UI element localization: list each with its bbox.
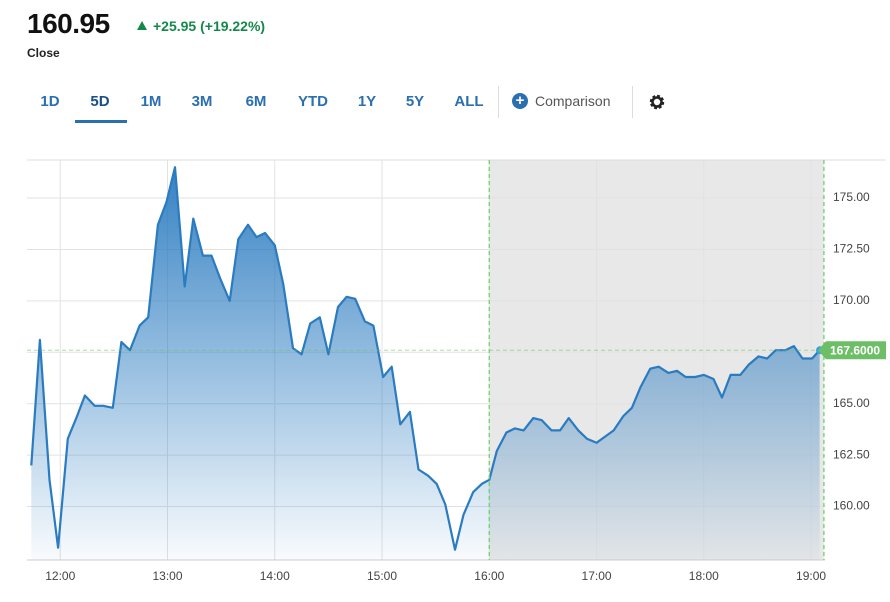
x-tick-label: 15:00 (367, 569, 397, 583)
x-tick-label: 12:00 (45, 569, 75, 583)
reference-label: 167.6000 (830, 343, 880, 357)
plus-icon[interactable]: + (512, 93, 528, 109)
range-tab[interactable]: 5Y (405, 93, 425, 110)
reference-badge (818, 341, 886, 360)
area-fill (31, 167, 820, 560)
y-tick-label: 170.00 (833, 293, 870, 307)
separator (498, 86, 499, 118)
x-tick-label: 16:00 (474, 569, 504, 583)
caption: Close (27, 46, 60, 60)
range-tab[interactable]: YTD (298, 93, 328, 110)
active-underline (75, 120, 127, 123)
range-tab[interactable]: 1D (40, 93, 60, 110)
y-tick-label: 172.50 (833, 242, 870, 256)
x-tick-label: 18:00 (689, 569, 719, 583)
y-tick-label: 165.00 (833, 396, 870, 410)
range-tab[interactable]: ALL (454, 93, 484, 110)
range-tab[interactable]: 6M (245, 93, 267, 110)
y-tick-label: 175.00 (833, 190, 870, 204)
up-arrow (137, 21, 147, 30)
range-tab[interactable]: 1Y (357, 93, 377, 110)
settings-icon[interactable] (647, 92, 667, 112)
price: 160.95 (27, 8, 110, 39)
range-tab[interactable]: 1M (140, 93, 162, 110)
y-tick-label: 160.00 (833, 499, 870, 513)
range-tab[interactable]: 5D (90, 93, 110, 110)
x-tick-label: 13:00 (152, 569, 182, 583)
price-change: +25.95 (+19.22%) (153, 18, 266, 34)
price-line (30, 166, 821, 551)
x-tick-label: 14:00 (260, 569, 290, 583)
y-tick-label: 162.50 (833, 447, 870, 461)
x-tick-label: 19:00 (796, 569, 826, 583)
comparison-button[interactable]: Comparison (535, 93, 611, 109)
x-tick-label: 17:00 (582, 569, 612, 583)
separator (632, 86, 633, 118)
range-tab[interactable]: 3M (191, 93, 213, 110)
